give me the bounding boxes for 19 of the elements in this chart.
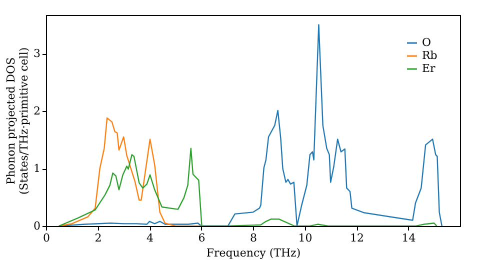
line-series — [58, 117, 202, 226]
legend-label: Rb — [422, 49, 438, 62]
legend-label: O — [422, 36, 432, 49]
y-tick-label: 2 — [34, 104, 40, 118]
x-tick-label: 8 — [250, 232, 257, 244]
x-tick-label: 12 — [350, 232, 364, 244]
x-tick-label: 6 — [198, 232, 206, 244]
x-tick-label: 0 — [43, 232, 50, 244]
legend-label: Er — [422, 62, 436, 75]
y-axis-title: Phonon projected DOS (States/THz·primitive cell) — [4, 47, 30, 195]
x-tick-label: 2 — [94, 232, 102, 244]
x-axis-title: Frequency (THz) — [206, 246, 301, 260]
line-series — [58, 148, 438, 226]
y-tick-label: 3 — [34, 47, 40, 60]
x-tick-label: 10 — [298, 232, 312, 244]
x-tick-label: 14 — [402, 232, 416, 244]
y-tick-label: 0 — [34, 220, 40, 232]
x-tick-label: 4 — [146, 232, 154, 244]
y-tick-label: 1 — [34, 162, 40, 176]
